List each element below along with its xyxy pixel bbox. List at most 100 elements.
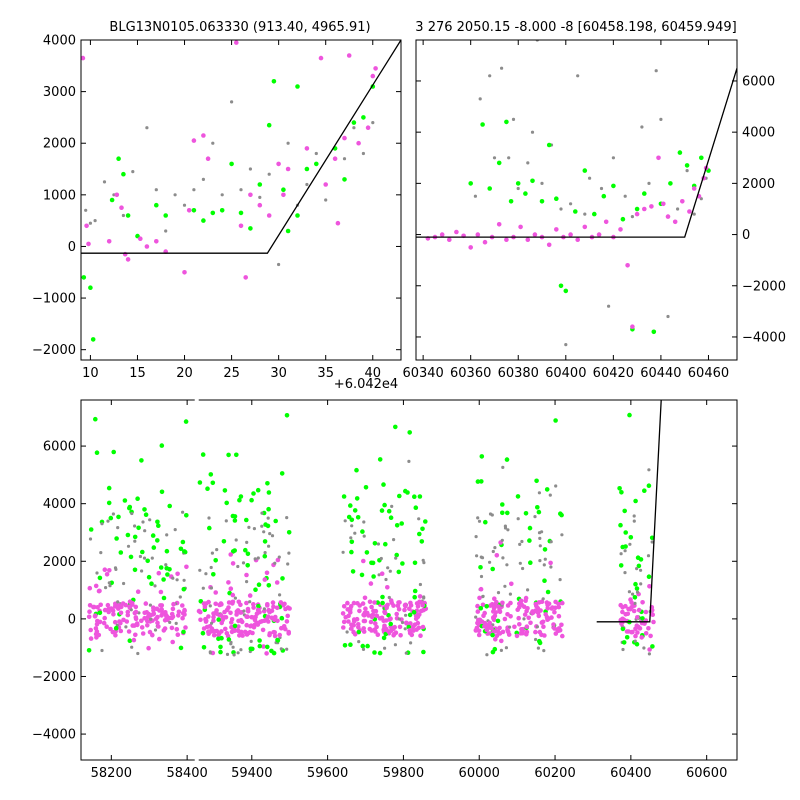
bottom-point-magenta [127,604,132,609]
bottom-point-gray [173,528,177,532]
top-left-point-gray [145,126,149,130]
bottom-point-magenta [130,623,135,628]
bottom-point-gray [233,596,237,600]
bottom-point-green [266,490,272,495]
bottom-point-magenta [158,589,164,595]
top-left-point-gray [277,262,281,267]
bottom-point-gray [632,519,636,523]
bottom-point-green [180,539,186,545]
bottom-point-green [266,506,271,512]
bottom-point-gray [104,586,108,590]
bottom-point-magenta [542,633,547,638]
bottom-point-gray [232,653,236,657]
bottom-point-green [412,588,418,594]
bottom-point-green [243,547,248,553]
bottom-point-magenta [524,624,530,629]
top-left-point-green [285,228,291,234]
top-right-point-magenta [687,209,692,214]
bottom-point-green [150,533,156,538]
bottom-point-green [372,541,378,546]
top-right-point-green [539,199,545,204]
top-left-point-magenta [332,156,338,161]
top-right-point-gray [569,202,573,206]
bottom-point-green [553,418,558,423]
bottom-point-magenta [251,605,256,610]
bottom-point-gray [133,539,137,543]
bottom-point-gray [504,646,508,650]
top-right-point-gray [630,215,635,219]
bottom-point-green [140,549,145,555]
bottom-point-magenta [287,606,292,611]
bottom-point-gray [267,544,271,548]
bottom-point-green [380,594,385,600]
bottom-point-magenta [643,631,649,636]
bottom-point-magenta [170,639,175,645]
top-right-point-magenta [582,224,588,230]
bottom-point-gray [88,537,93,541]
bottom-point-magenta [495,629,501,634]
top-left-point-magenta [285,166,291,172]
bottom-point-magenta [118,610,124,616]
bottom-point-magenta [139,618,144,624]
bottom-point-magenta [534,603,539,609]
bottom-point-magenta [516,615,521,621]
bottom-point-gray [537,491,542,495]
bottom-point-magenta [475,609,481,614]
bottom-point-gray [252,527,256,531]
top-left-point-magenta [281,192,286,198]
bottom-point-magenta [647,584,652,589]
top-right-point-magenta [454,229,459,235]
bottom-point-magenta [408,603,414,608]
bottom-point-magenta [254,620,259,626]
bottom-point-magenta [272,617,277,623]
bottom-point-green [388,515,394,520]
top-left-point-gray [352,126,356,130]
bottom-point-magenta [417,612,422,617]
bottom-point-gray [632,514,636,518]
bottom-point-magenta [156,570,162,576]
bottom-point-green [143,512,149,517]
bottom-x-tick-label: 58200 [91,766,132,781]
bottom-point-magenta [345,600,350,606]
bottom-point-magenta [118,628,124,634]
bottom-point-green [207,525,212,531]
top-right-y-tick-label: −2000 [742,279,786,294]
bottom-point-magenta [223,626,228,632]
bottom-point-magenta [97,619,103,625]
bottom-point-magenta [228,586,234,591]
bottom-point-green [93,416,98,422]
bottom-point-magenta [196,608,202,614]
bottom-point-gray [268,532,272,536]
bottom-point-magenta [373,608,379,614]
bottom-point-green [125,532,131,538]
bottom-point-gray [239,648,243,652]
top-left-point-gray [201,177,205,181]
bottom-point-green [114,536,119,541]
bottom-point-magenta [226,580,231,585]
bottom-point-magenta [552,609,557,615]
bottom-point-gray [479,574,484,579]
bottom-point-magenta [176,609,182,615]
top-left-point-magenta [373,66,378,71]
bottom-point-gray [130,511,134,516]
top-right-point-gray [488,74,492,78]
bottom-point-magenta [505,612,510,617]
top-right-y-tick-label: −4000 [742,330,786,345]
bottom-point-gray [234,538,238,542]
bottom-point-gray [245,580,249,584]
bottom-point-magenta [206,614,211,619]
bottom-point-green [617,486,622,491]
bottom-point-magenta [492,602,498,608]
bottom-point-green [86,648,92,653]
bottom-point-gray [249,639,253,644]
bottom-point-green [273,518,279,524]
bottom-point-gray [141,520,145,524]
bottom-point-magenta [125,609,131,615]
bottom-point-magenta [640,600,645,605]
bottom-point-green [164,548,170,554]
bottom-point-magenta [651,619,656,625]
bottom-point-magenta [260,627,266,633]
bottom-point-magenta [104,572,110,577]
bottom-point-magenta [248,623,253,629]
bottom-point-magenta [362,618,368,624]
